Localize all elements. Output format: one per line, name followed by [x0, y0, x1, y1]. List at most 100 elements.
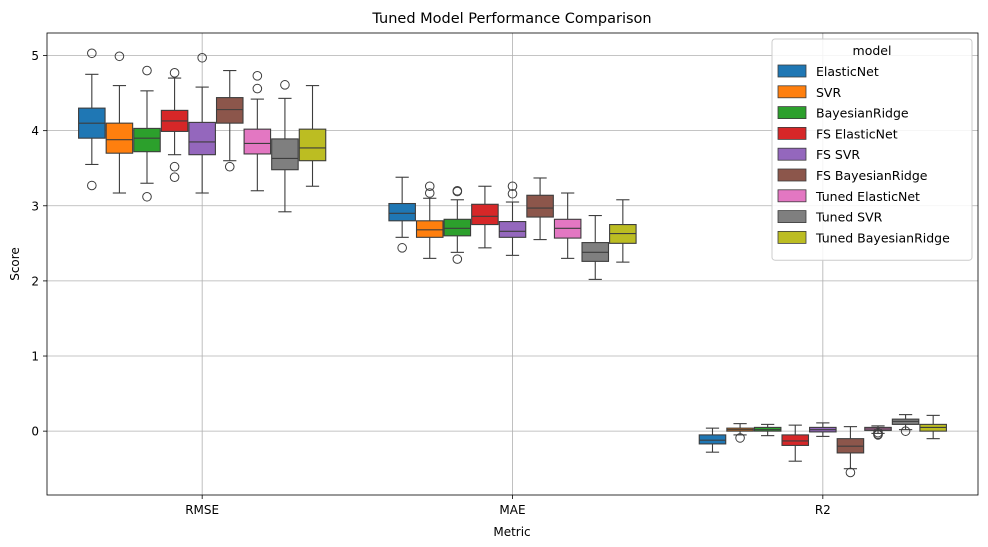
y-axis: 0 1 2 3 4 5: [31, 49, 47, 439]
box-iqr: [105, 122, 134, 154]
outlier-point: [873, 427, 883, 438]
box-mae-fs-svr: [498, 181, 527, 256]
y-tick-label: 0: [31, 425, 39, 439]
box-rmse-tuned-elasticnet: [243, 71, 272, 192]
outlier-point: [397, 243, 407, 253]
box-mae-bayesianridge: [443, 185, 472, 264]
box-rmse-elasticnet: [78, 48, 106, 191]
legend-label: Tuned ElasticNet: [815, 189, 920, 204]
outlier-point: [142, 65, 152, 76]
legend-label: BayesianRidge: [816, 106, 909, 121]
y-tick-label: 1: [31, 350, 39, 364]
y-tick-label: 5: [31, 49, 39, 63]
outlier-point: [142, 191, 152, 202]
outlier-point: [169, 68, 180, 78]
box-r2-tuned-elasticnet: [864, 425, 892, 440]
box-r2-bayesianridge: [753, 423, 782, 437]
legend-box: [771, 38, 973, 261]
outlier-point: [197, 52, 207, 63]
x-tick-label: RMSE: [185, 503, 219, 517]
outlier-point: [87, 180, 97, 191]
legend-swatch: [777, 230, 807, 244]
box-rmse-bayesianridge: [133, 65, 161, 202]
box-rmse-tuned-svr: [271, 80, 299, 213]
legend-label: ElasticNet: [816, 64, 879, 79]
box-mae-tuned-svr: [581, 214, 610, 280]
legend-title: model: [853, 43, 892, 58]
box-iqr: [215, 97, 244, 124]
outlier-point: [114, 51, 125, 62]
boxes: [78, 48, 947, 478]
outlier-point: [224, 161, 235, 172]
outlier-point: [507, 181, 518, 192]
box-iqr: [271, 138, 299, 171]
outlier-point: [900, 426, 911, 436]
outlier-point: [424, 181, 435, 192]
x-axis: RMSE MAE R2: [185, 495, 831, 517]
box-iqr: [188, 121, 216, 156]
outlier-point: [845, 467, 856, 478]
box-mae-svr: [415, 181, 444, 259]
box-mae-tuned-bayesianridge: [609, 199, 637, 263]
box-r2-elasticnet: [698, 427, 727, 453]
box-iqr: [471, 203, 499, 226]
legend-swatch: [777, 168, 807, 182]
outlier-point: [252, 71, 263, 81]
legend-swatch: [777, 210, 807, 224]
outlier-point: [252, 83, 263, 94]
y-tick-label: 2: [31, 274, 39, 288]
legend-label: SVR: [816, 85, 841, 100]
legend-swatch: [777, 147, 807, 161]
box-mae-fs-elasticnet: [471, 185, 499, 249]
outlier-point: [452, 254, 463, 264]
chart-title: Tuned Model Performance Comparison: [371, 11, 651, 27]
box-iqr: [498, 221, 527, 238]
box-iqr: [781, 434, 810, 446]
outlier-point: [169, 161, 180, 172]
legend-swatch: [777, 64, 807, 78]
box-rmse-tuned-bayesianridge: [298, 85, 327, 187]
outlier-point: [87, 48, 97, 59]
box-mae-elasticnet: [388, 176, 416, 253]
box-rmse-svr: [105, 51, 134, 194]
legend-label: Tuned SVR: [815, 210, 883, 225]
box-r2-fs-svr: [809, 422, 837, 437]
y-tick-label: 4: [31, 124, 39, 138]
box-rmse-fs-elasticnet: [160, 68, 189, 183]
box-r2-svr: [726, 423, 754, 443]
box-iqr: [388, 202, 416, 222]
box-r2-tuned-bayesianridge: [919, 414, 947, 440]
box-iqr: [443, 218, 472, 237]
box-mae-tuned-elasticnet: [553, 192, 582, 259]
outlier-point: [280, 80, 290, 90]
box-iqr: [526, 194, 554, 218]
box-r2-fs-elasticnet: [781, 424, 810, 462]
outlier-point: [169, 172, 180, 183]
x-tick-label: R2: [815, 503, 831, 517]
legend-swatch: [777, 189, 807, 203]
outlier-point: [735, 433, 745, 443]
legend-label: FS SVR: [816, 147, 860, 162]
box-iqr: [298, 128, 327, 162]
box-r2-tuned-svr: [891, 414, 920, 436]
legend-swatch: [777, 85, 807, 99]
legend-label: FS ElasticNet: [816, 126, 898, 141]
box-rmse-fs-svr: [188, 52, 216, 194]
box-iqr: [415, 220, 444, 238]
box-rmse-fs-bayesianridge: [215, 70, 244, 172]
outlier-point: [452, 186, 463, 197]
legend-label: Tuned BayesianRidge: [815, 230, 950, 245]
y-tick-label: 3: [31, 199, 39, 213]
box-iqr: [698, 434, 727, 445]
box-r2-fs-bayesianridge: [836, 426, 865, 478]
legend: model ElasticNet SVR BayesianRidge FS Elasti…: [771, 38, 973, 261]
legend-swatch: [777, 127, 807, 140]
x-axis-label: Metric: [493, 525, 530, 539]
box-iqr: [133, 127, 161, 153]
y-axis-label: Score: [8, 247, 22, 281]
outlier-point: [873, 430, 883, 440]
outlier-point: [507, 188, 518, 199]
box-mae-fs-bayesianridge: [526, 177, 554, 241]
x-tick-label: MAE: [499, 503, 525, 517]
